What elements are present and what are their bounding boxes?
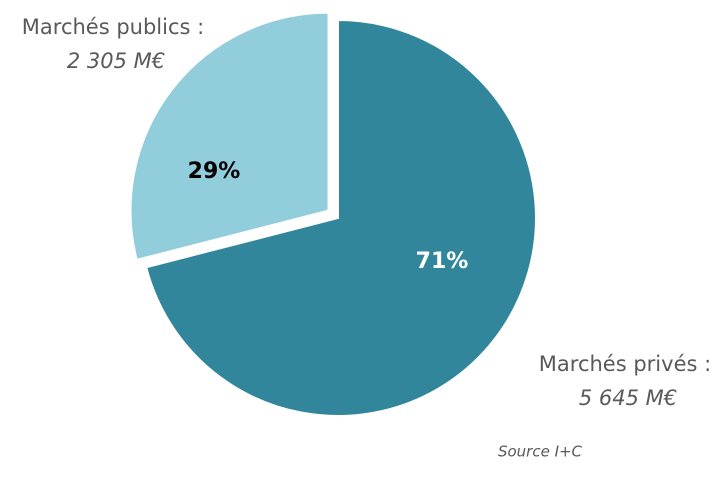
source: Source I+C [498, 443, 583, 461]
amount-label: 2 305 M€ [67, 49, 165, 73]
value-label: 71% [416, 249, 469, 274]
category-label: Marchés privés : [539, 352, 711, 376]
amount-label: 5 645 M€ [579, 386, 677, 410]
value-label: 29% [188, 159, 241, 184]
category-label: Marchés publics : [22, 15, 204, 39]
pie-slice [145, 18, 537, 417]
pie-slice [129, 11, 330, 262]
